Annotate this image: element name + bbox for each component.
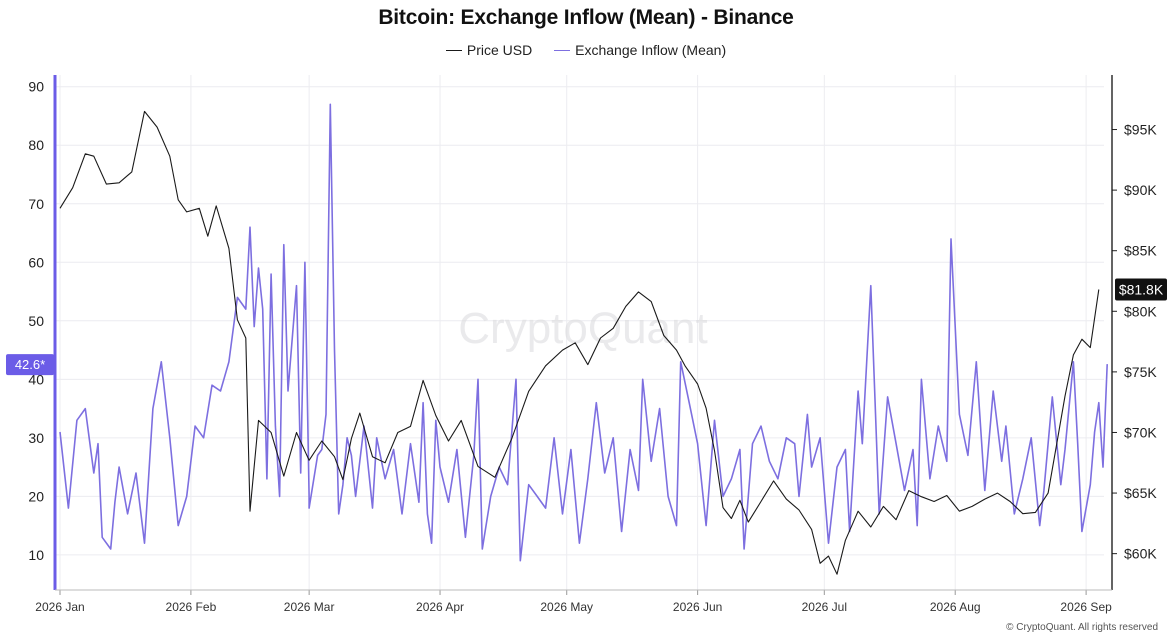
inflow-last-value-label: 42.6* [15, 357, 45, 372]
x-tick-label: 2026 Jul [802, 600, 847, 614]
copyright-text: © CryptoQuant. All rights reserved [1006, 622, 1158, 633]
series-layer [59, 103, 1108, 575]
x-tick-label: 2026 Jan [35, 600, 84, 614]
y-right-tick-label: $75K [1124, 364, 1157, 380]
legend-label-price: Price USD [466, 42, 533, 58]
axes-layer: 10 20 30 40 50 60 70 80 90 $60K $65K $70K $75K $80K $8… [28, 75, 1157, 614]
labels-layer: $81.8K 42.6* [6, 278, 1167, 376]
price-last-value-label: $81.8K [1119, 281, 1164, 297]
legend-swatch-price [445, 49, 462, 51]
legend-item-inflow[interactable]: Exchange Inflow (Mean) [554, 42, 726, 58]
legend-item-price[interactable]: Price USD [445, 42, 533, 58]
y-left-tick-label: 80 [28, 137, 44, 153]
x-tick-label: 2026 Apr [416, 600, 464, 614]
y-right-tick-label: $85K [1124, 243, 1157, 259]
legend-label-inflow: Exchange Inflow (Mean) [575, 42, 727, 58]
y-left-tick-label: 20 [28, 488, 44, 504]
x-tick-label: 2026 Feb [166, 600, 217, 614]
x-tick-label: 2026 Aug [930, 600, 981, 614]
x-tick-label: 2026 Jun [673, 600, 722, 614]
price-last-value-badge [1115, 278, 1167, 301]
y-right-tick-label: $90K [1124, 182, 1157, 198]
chart-legend: Price USD Exchange Inflow (Mean) [0, 42, 1172, 58]
watermark: CryptoQuant [458, 304, 707, 353]
y-right-tick-label: $80K [1124, 303, 1157, 319]
y-right-tick-label: $65K [1124, 485, 1157, 501]
y-left-tick-label: 90 [28, 79, 44, 95]
y-left-tick-label: 50 [28, 313, 44, 329]
y-left-tick-label: 70 [28, 196, 44, 212]
legend-swatch-inflow [554, 49, 571, 51]
series-line-exchange-inflow[interactable] [59, 103, 1108, 562]
y-left-tick-label: 30 [28, 430, 44, 446]
series-line-price-usd[interactable] [59, 110, 1100, 575]
y-right-tick-label: $95K [1124, 122, 1157, 138]
chart-title: Bitcoin: Exchange Inflow (Mean) - Binanc… [378, 6, 794, 29]
x-tick-label: 2026 May [540, 600, 593, 614]
inflow-last-value-badge [6, 354, 54, 376]
x-tick-label: 2026 Mar [284, 600, 335, 614]
y-left-tick-label: 60 [28, 254, 44, 270]
y-right-tick-label: $70K [1124, 424, 1157, 440]
x-tick-label: 2026 Sep [1060, 600, 1112, 614]
y-left-tick-label: 10 [28, 547, 44, 563]
y-left-tick-label: 40 [28, 371, 44, 387]
y-right-tick-label: $60K [1124, 546, 1157, 562]
